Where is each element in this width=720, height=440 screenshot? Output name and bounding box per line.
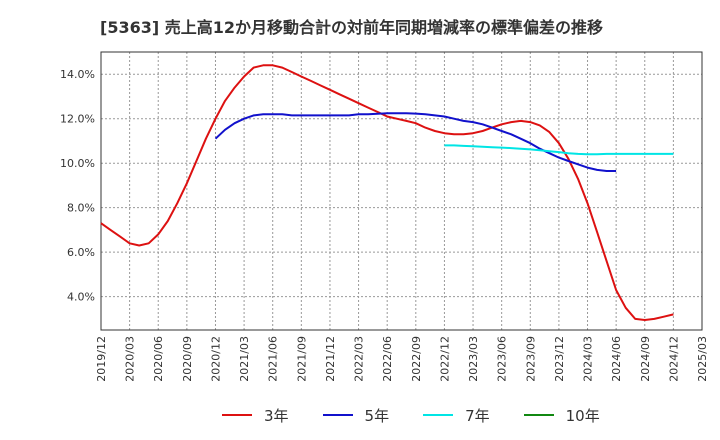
x-tick-label: 2024/03	[582, 336, 595, 382]
x-tick-label: 2023/12	[553, 336, 566, 382]
plot-frame	[100, 51, 703, 331]
legend-swatch	[322, 414, 353, 416]
x-tick-label: 2024/12	[667, 336, 680, 382]
x-tick-label: 2023/06	[496, 336, 509, 382]
x-tick-label: 2023/03	[467, 336, 480, 382]
x-tick-label: 2020/09	[181, 336, 194, 382]
x-tick-label: 2022/12	[438, 336, 451, 382]
y-tick-label: 10.0%	[60, 157, 95, 170]
x-tick-label: 2021/12	[324, 336, 337, 382]
x-tick-label: 2020/06	[152, 336, 165, 382]
x-tick-label: 2021/03	[238, 336, 251, 382]
y-tick-label: 8.0%	[67, 202, 95, 215]
x-tick-label: 2024/06	[610, 336, 623, 382]
legend-label: 3年	[264, 406, 289, 425]
series-line	[100, 64, 674, 321]
legend-item: 10年	[523, 405, 600, 426]
legend-label: 7年	[465, 406, 490, 425]
x-tick-label: 2024/09	[639, 336, 652, 382]
series-line	[214, 112, 617, 172]
legend-label: 5年	[364, 406, 390, 425]
legend-item: 7年	[423, 405, 490, 426]
legend-label: 10年	[565, 406, 600, 425]
y-tick-label: 12.0%	[60, 113, 95, 126]
x-tick-label: 2020/03	[124, 336, 137, 382]
x-tick-label: 2021/09	[295, 336, 308, 382]
x-tick-label: 2022/03	[353, 336, 366, 382]
series-line	[444, 144, 674, 156]
x-tick-label: 2025/03	[696, 336, 709, 382]
legend-swatch	[423, 414, 454, 416]
x-tick-label: 2020/12	[209, 336, 222, 382]
chart-title: [5363] 売上高12か月移動合計の対前年同期増減率の標準偏差の推移	[100, 18, 603, 37]
y-tick-label: 6.0%	[67, 246, 95, 259]
x-tick-label: 2019/12	[95, 336, 108, 382]
legend-item: 5年	[322, 405, 390, 426]
x-tick-label: 2022/06	[381, 336, 394, 382]
y-tick-label: 4.0%	[67, 291, 95, 304]
x-tick-label: 2021/06	[267, 336, 280, 382]
legend-item: 3年	[222, 405, 289, 426]
x-tick-label: 2023/09	[524, 336, 537, 382]
legend-swatch	[222, 414, 252, 416]
legend-swatch	[523, 414, 554, 416]
y-tick-label: 14.0%	[60, 68, 95, 81]
x-tick-label: 2022/09	[410, 336, 423, 382]
legend: 3年 5年 7年 10年	[222, 403, 634, 427]
